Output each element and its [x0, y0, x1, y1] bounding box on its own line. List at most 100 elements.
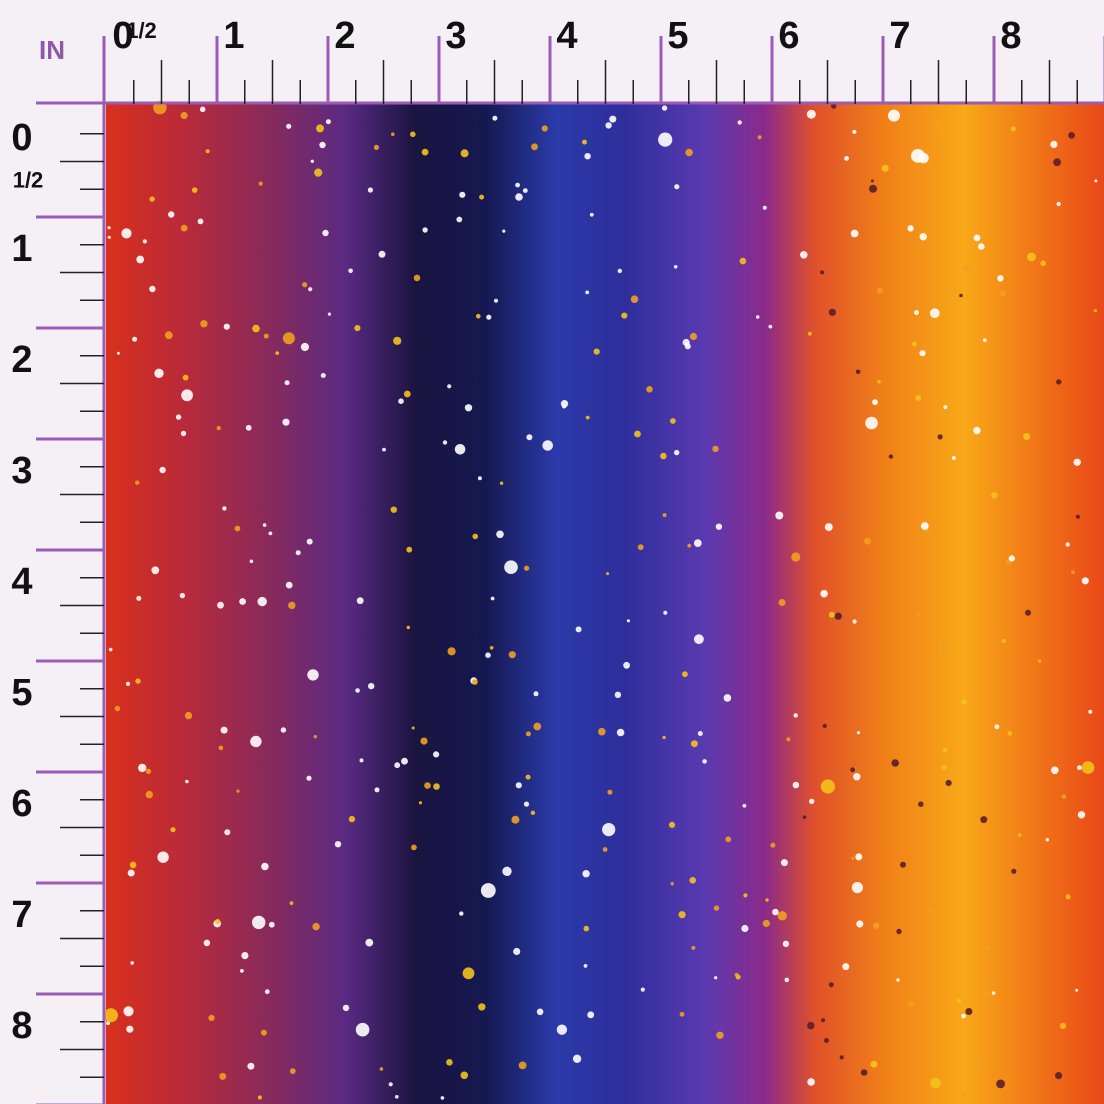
dot: [1007, 731, 1012, 736]
left-label: 3: [11, 450, 32, 492]
dot: [842, 963, 850, 971]
dot: [215, 918, 221, 925]
dot: [983, 338, 987, 343]
dot: [593, 348, 600, 355]
dots: [104, 100, 1098, 1100]
dot: [1011, 868, 1017, 874]
dot: [556, 1024, 568, 1035]
dot: [800, 251, 808, 259]
dot: [180, 224, 188, 232]
dot: [786, 737, 791, 742]
dot: [308, 287, 313, 292]
dot: [640, 987, 645, 992]
unit-label: IN: [39, 35, 65, 65]
dot: [485, 652, 491, 658]
dot: [582, 870, 590, 878]
left-label: 2: [11, 339, 32, 381]
dot: [877, 379, 881, 384]
dot: [697, 731, 703, 736]
dot: [852, 129, 857, 134]
dot: [822, 723, 827, 729]
top-label: 6: [778, 15, 799, 57]
dot: [1061, 794, 1067, 799]
dot: [245, 424, 252, 431]
dot: [268, 531, 273, 536]
dot: [607, 789, 613, 795]
dot: [264, 989, 270, 995]
dot: [630, 295, 639, 304]
dot: [844, 156, 849, 161]
dot: [314, 168, 323, 177]
top-label: 5: [667, 15, 688, 57]
dot: [433, 751, 440, 758]
dot: [852, 619, 857, 624]
dot: [693, 539, 702, 547]
dot: [891, 759, 899, 767]
dot: [908, 1001, 914, 1007]
dot: [983, 989, 991, 997]
dot: [306, 775, 312, 781]
dot: [853, 773, 861, 781]
dot: [411, 844, 417, 851]
dot: [980, 816, 988, 824]
dot: [583, 964, 588, 968]
dot: [261, 862, 269, 871]
dot: [410, 131, 416, 138]
dot: [472, 533, 479, 540]
dot: [930, 308, 940, 319]
dot: [420, 737, 428, 745]
dot: [742, 803, 747, 808]
dot: [584, 153, 591, 160]
dot: [418, 801, 423, 805]
dot: [865, 416, 878, 430]
dot: [191, 187, 198, 193]
dot: [107, 226, 111, 230]
dot: [896, 928, 902, 935]
dot: [920, 522, 929, 530]
dot: [855, 853, 863, 861]
dot: [689, 332, 698, 341]
dot: [965, 1008, 973, 1015]
dot: [881, 164, 889, 172]
dot: [327, 312, 331, 316]
dot: [561, 404, 567, 409]
dot: [682, 338, 690, 347]
dot: [589, 212, 594, 217]
dot: [914, 310, 919, 316]
dot: [224, 829, 231, 836]
dot: [1077, 765, 1082, 771]
dot: [168, 211, 175, 218]
dot: [690, 740, 698, 748]
fabric-print: [106, 104, 1104, 1104]
dot: [714, 976, 718, 980]
dot: [518, 1061, 527, 1070]
dot: [494, 298, 498, 303]
dot: [1081, 761, 1095, 774]
dot: [348, 268, 353, 274]
dot: [523, 801, 530, 807]
dot: [973, 234, 981, 242]
dot: [480, 883, 496, 898]
dot: [828, 611, 835, 618]
dot: [126, 1025, 134, 1033]
dot: [685, 148, 693, 157]
dot: [994, 724, 1000, 730]
dot: [395, 1095, 399, 1099]
top-label: 3: [445, 15, 466, 57]
dot: [249, 559, 254, 564]
dot: [433, 783, 440, 790]
dot: [1025, 609, 1031, 616]
dot: [513, 947, 521, 956]
dot: [175, 414, 182, 420]
dot: [900, 861, 906, 868]
dot: [252, 324, 260, 333]
dot: [606, 572, 610, 576]
dot: [472, 679, 478, 685]
dot: [170, 827, 176, 833]
dot: [446, 1059, 453, 1066]
dot: [661, 105, 668, 111]
dot: [911, 149, 925, 163]
